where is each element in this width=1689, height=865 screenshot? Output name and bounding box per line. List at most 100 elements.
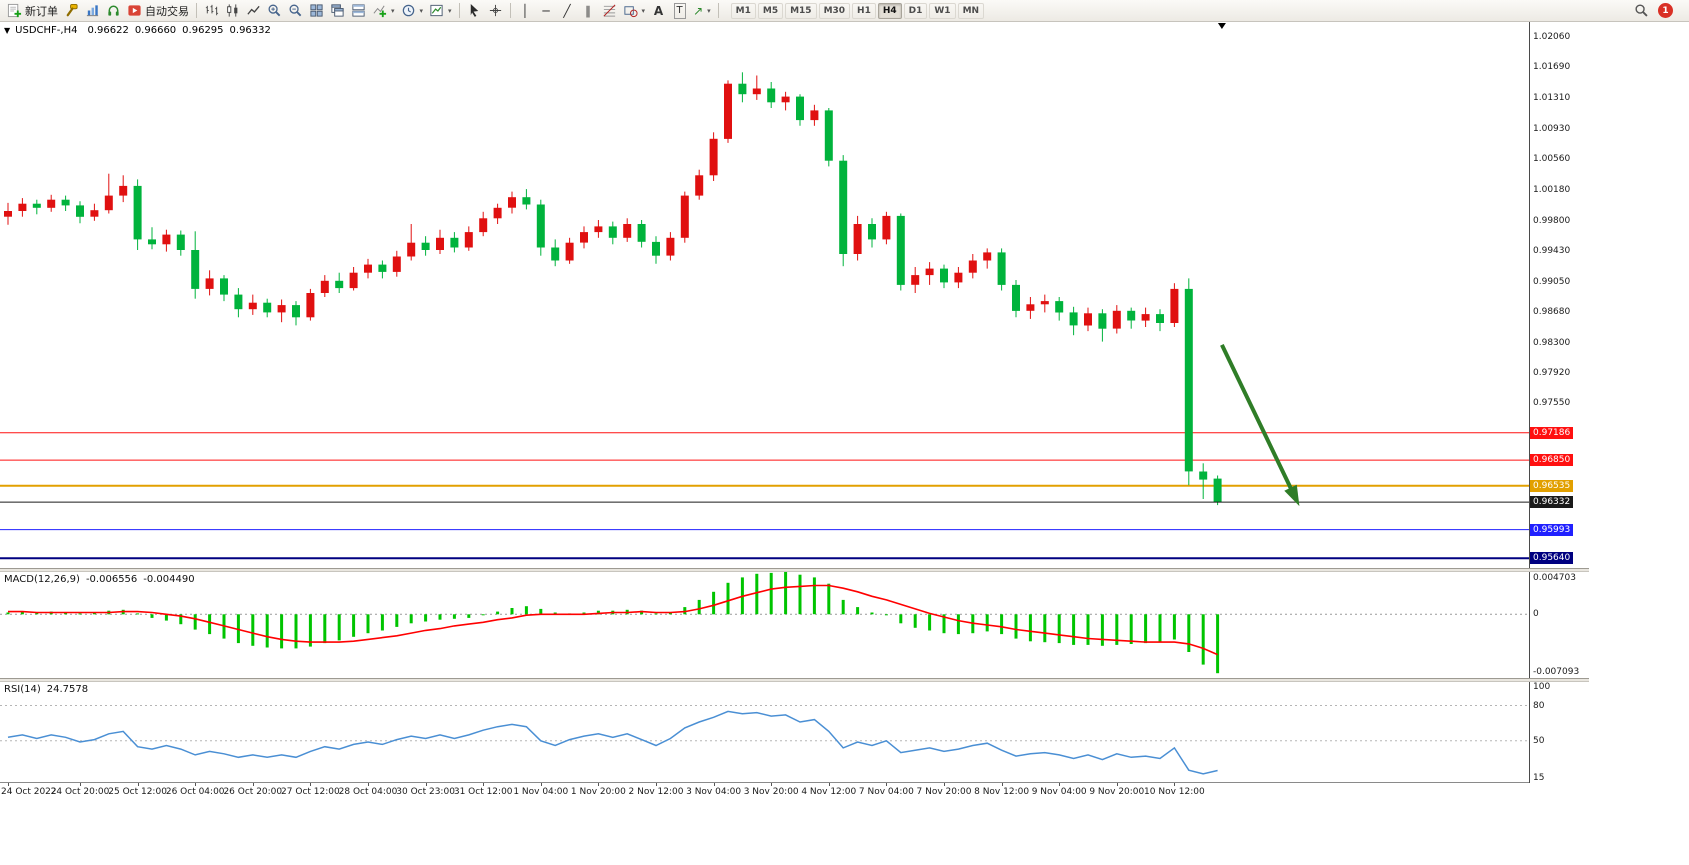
candle-body (306, 293, 315, 318)
template-button[interactable]: ▾ (426, 1, 455, 21)
main-chart-canvas[interactable] (0, 22, 1529, 568)
macd-histogram-bar (1172, 614, 1176, 640)
macd-histogram-bar (1043, 614, 1047, 643)
toolbar-separator (458, 3, 460, 18)
bar-chart-button[interactable] (201, 1, 222, 21)
cursor-button[interactable] (464, 1, 485, 21)
timeframe-m1-button[interactable]: M1 (730, 2, 756, 19)
search-button[interactable] (1631, 1, 1652, 21)
new-order-button[interactable]: 新订单 (4, 1, 61, 21)
time-axis-tick (80, 783, 81, 786)
macd-histogram-bar (827, 583, 831, 615)
chart-shift-marker-icon[interactable] (1217, 23, 1226, 29)
cursor-icon (467, 3, 482, 18)
rsi-label: RSI(14) (4, 684, 41, 695)
indicators-button[interactable]: ▾ (369, 1, 398, 21)
vertical-line-icon: │ (521, 3, 529, 18)
horizontal-line-icon: ─ (542, 3, 550, 18)
candle-body (133, 185, 142, 240)
timeframe-m5-button[interactable]: M5 (757, 2, 784, 19)
timeframe-w1-button[interactable]: W1 (929, 2, 956, 19)
new-order-icon (7, 3, 22, 18)
time-axis-tick (1116, 783, 1118, 786)
candle-body (1026, 304, 1035, 311)
shapes-tool-button[interactable]: ▾ (620, 1, 649, 21)
candle-body (839, 160, 848, 254)
cascade-windows-button[interactable] (327, 1, 348, 21)
candle-body (1040, 301, 1049, 305)
candle-body (205, 278, 214, 289)
price-scale-label: 0.97920 (1533, 368, 1571, 379)
time-axis[interactable]: 24 Oct 2022 24 Oct 20:00 25 Oct 12:00 26 Oc… (0, 782, 1589, 804)
macd-histogram-bar (841, 599, 845, 615)
timeframe-mn-button[interactable]: MN (957, 2, 985, 19)
hammer-icon (64, 3, 79, 18)
arrange-windows-button[interactable] (348, 1, 369, 21)
auto-trading-button[interactable]: 自动交易 (124, 1, 192, 21)
macd-histogram-bar (366, 614, 370, 634)
price-scale[interactable]: 1.02060 1.01690 1.01310 1.00930 1.00560 1.001… (1529, 22, 1589, 783)
community-button[interactable] (103, 1, 124, 21)
fibonacci-icon (602, 3, 617, 18)
macd-histogram-bar (524, 606, 528, 615)
arrow-tool-button[interactable]: ↗ ▾ (690, 1, 714, 21)
trend-arrow-head (1284, 484, 1300, 507)
text-tool-button[interactable]: A (648, 1, 669, 21)
macd-histogram-bar (308, 614, 312, 647)
zoom-out-button[interactable] (285, 1, 306, 21)
macd-histogram-bar (452, 614, 456, 619)
candle-body (335, 280, 344, 289)
candle-body (680, 195, 689, 238)
tile-windows-button[interactable] (306, 1, 327, 21)
chevron-down-icon: ▾ (391, 6, 395, 15)
macd-panel[interactable]: MACD(12,26,9) -0.006556 -0.004490 (0, 572, 1529, 678)
line-chart-button[interactable] (243, 1, 264, 21)
candle-body (896, 215, 905, 285)
rsi-panel[interactable]: RSI(14) 24.7578 (0, 682, 1529, 782)
macd-histogram-bar (640, 610, 644, 615)
trendline-tool-button[interactable]: ╱ (557, 1, 578, 21)
macd-histogram-bar (913, 614, 917, 628)
panel-splitter[interactable] (0, 678, 1589, 682)
chevron-down-icon: ▾ (448, 6, 452, 15)
main-chart-panel[interactable]: ▼ USDCHF-,H4 0.96622 0.96660 0.96295 0.9… (0, 22, 1529, 568)
channel-tool-button[interactable]: ∥ (578, 1, 599, 21)
macd-histogram-bar (265, 614, 269, 648)
time-axis-tick (713, 783, 715, 786)
price-scale-label: 0.98680 (1533, 306, 1571, 317)
toolbar: 新订单 自动交易 ▾ ▾ ▾ │ ─ ╱ ∥ ▾ A T ↗ ▾ M1 M5 M15 M… (0, 0, 1689, 22)
macd-histogram-bar (294, 614, 298, 649)
candle-body (1156, 314, 1164, 323)
candlestick-chart-button[interactable] (222, 1, 243, 21)
notification-badge[interactable]: 1 (1658, 3, 1673, 18)
text-label-tool-button[interactable]: T (669, 1, 690, 21)
template-icon (429, 3, 444, 18)
zoom-in-button[interactable] (264, 1, 285, 21)
candle-body (724, 83, 732, 139)
vertical-line-tool-button[interactable]: │ (515, 1, 536, 21)
candle-body (580, 232, 588, 243)
timeframe-m15-button[interactable]: M15 (785, 2, 817, 19)
period-button[interactable]: ▾ (398, 1, 427, 21)
timeframe-m30-button[interactable]: M30 (818, 2, 851, 19)
search-icon (1634, 3, 1649, 18)
trend-arrow[interactable] (1220, 344, 1299, 502)
timeframe-d1-button[interactable]: D1 (903, 2, 928, 19)
timeframe-h4-button[interactable]: H4 (877, 2, 902, 19)
timeframe-h1-button[interactable]: H1 (852, 2, 876, 19)
price-level-tag: 0.95640 (1530, 552, 1574, 565)
market-watch-button[interactable] (82, 1, 103, 21)
symbol-marker-icon[interactable]: ▼ (4, 25, 11, 35)
metaeditor-button[interactable] (61, 1, 82, 21)
trendline-icon: ╱ (563, 3, 571, 18)
candle-body (191, 250, 200, 289)
price-scale-label: 1.01690 (1533, 62, 1571, 73)
macd-histogram-bar (92, 612, 96, 615)
fibonacci-tool-button[interactable] (599, 1, 620, 21)
panel-splitter[interactable] (0, 568, 1589, 572)
horizontal-line-tool-button[interactable]: ─ (536, 1, 557, 21)
time-axis-tick (656, 783, 657, 786)
crosshair-button[interactable] (485, 1, 506, 21)
rsi-line (7, 710, 1218, 775)
candle-body (868, 224, 876, 240)
